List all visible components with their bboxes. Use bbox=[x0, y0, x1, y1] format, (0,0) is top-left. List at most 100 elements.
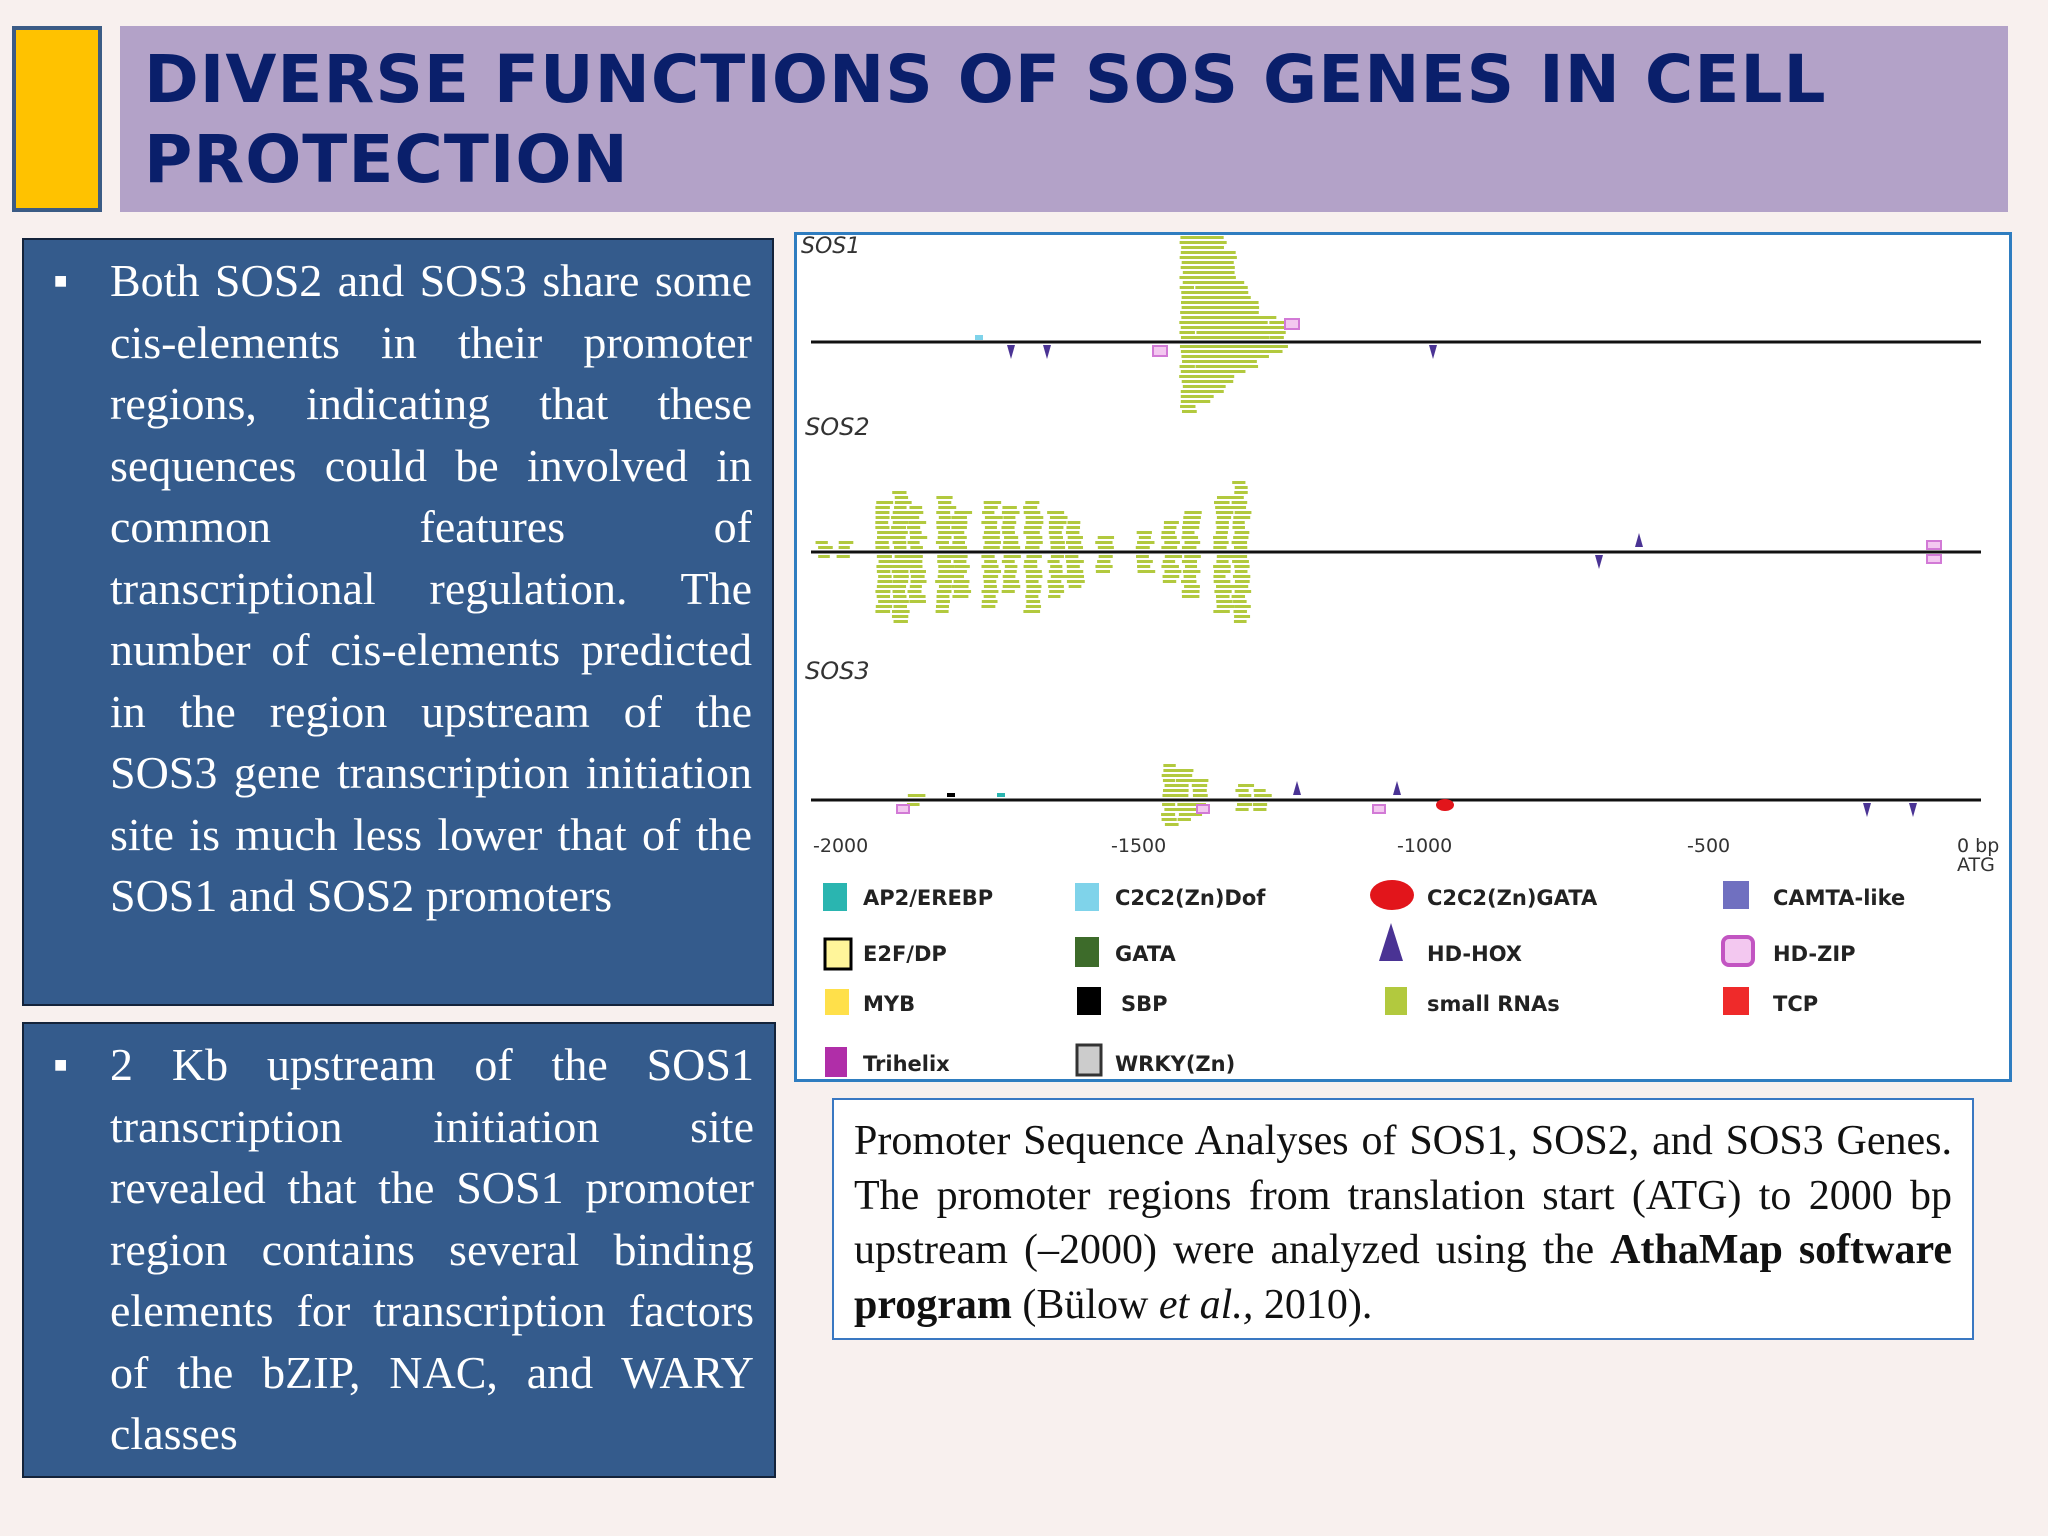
cis-element-mark bbox=[1234, 486, 1248, 489]
cis-element-mark bbox=[938, 565, 955, 568]
cis-element-mark bbox=[936, 496, 953, 499]
cis-element-mark bbox=[878, 575, 892, 578]
cis-element-mark bbox=[1218, 316, 1235, 319]
cis-element-mark bbox=[875, 511, 890, 514]
legend-swatch-camta bbox=[1723, 881, 1749, 909]
cis-element-mark bbox=[1164, 541, 1180, 544]
cis-element-mark bbox=[954, 565, 970, 568]
cis-element-mark bbox=[1175, 769, 1194, 772]
cis-element-mark bbox=[1238, 784, 1255, 787]
cis-element-mark bbox=[818, 546, 833, 549]
cis-element-mark bbox=[1232, 316, 1251, 319]
cis-element-mark bbox=[1049, 516, 1068, 519]
legend-swatch-trihelix bbox=[825, 1047, 847, 1077]
cis-element-mark bbox=[1195, 365, 1211, 368]
cis-element-mark bbox=[1213, 536, 1228, 539]
cis-element-mark bbox=[1233, 516, 1251, 519]
cis-element-mark bbox=[1179, 331, 1195, 334]
cis-element-mark bbox=[1233, 620, 1247, 623]
cis-element-mark bbox=[875, 506, 890, 509]
cis-element-mark bbox=[936, 600, 950, 603]
cis-element-mark bbox=[894, 501, 912, 504]
cis-element-mark bbox=[1137, 570, 1156, 573]
cis-element-mark bbox=[983, 595, 996, 598]
cis-element-mark bbox=[838, 546, 850, 549]
cis-element-mark bbox=[981, 565, 999, 568]
cis-element-mark bbox=[1206, 256, 1222, 259]
cis-element-mark bbox=[953, 536, 967, 539]
cis-element-mark bbox=[1232, 521, 1245, 524]
cis-element-mark bbox=[1208, 241, 1227, 244]
cis-element-mark bbox=[1026, 585, 1042, 588]
cis-element-mark bbox=[1182, 360, 1200, 363]
cis-element-mark bbox=[1194, 276, 1215, 279]
cis-element-mark bbox=[1162, 779, 1175, 782]
cis-element-mark bbox=[1207, 345, 1223, 348]
cis-element-mark bbox=[1179, 365, 1195, 368]
cis-element-mark bbox=[1180, 251, 1197, 254]
cis-element-mark bbox=[1194, 385, 1214, 388]
legend-swatch-c2c2gata bbox=[1370, 880, 1414, 910]
cis-element-mark bbox=[1232, 575, 1251, 578]
hd-zip-mark bbox=[1926, 554, 1942, 564]
cis-element-mark bbox=[1255, 350, 1275, 353]
cis-element-mark bbox=[1242, 350, 1258, 353]
legend-swatch-smallrnas bbox=[1385, 987, 1407, 1015]
cis-element-mark bbox=[1234, 511, 1252, 514]
cis-element-mark bbox=[907, 541, 920, 544]
cis-element-mark bbox=[1193, 345, 1210, 348]
cis-element-mark bbox=[1196, 355, 1211, 358]
cis-element-mark bbox=[893, 575, 909, 578]
cis-element-mark bbox=[891, 536, 906, 539]
cis-element-mark bbox=[982, 536, 1000, 539]
cis-element-mark bbox=[1215, 595, 1230, 598]
cis-element-mark bbox=[891, 615, 909, 618]
c2c2-gata-mark bbox=[1436, 799, 1454, 811]
cis-element-mark bbox=[1135, 555, 1149, 558]
cis-element-mark bbox=[1162, 580, 1177, 583]
cis-element-mark bbox=[1232, 296, 1251, 299]
cis-element-mark bbox=[952, 541, 965, 544]
cis-element-mark bbox=[938, 585, 952, 588]
cis-element-mark bbox=[1231, 555, 1248, 558]
cis-element-mark bbox=[1229, 321, 1248, 324]
cis-element-mark bbox=[1243, 345, 1262, 348]
cis-element-mark bbox=[1026, 590, 1041, 593]
cis-element-mark bbox=[1161, 774, 1179, 777]
cis-element-mark bbox=[1184, 565, 1198, 568]
cis-element-mark bbox=[937, 536, 952, 539]
cis-element-mark bbox=[1233, 610, 1247, 613]
cis-element-mark bbox=[1229, 301, 1246, 304]
cis-element-mark bbox=[1206, 360, 1221, 363]
cis-element-mark bbox=[1066, 570, 1084, 573]
cis-element-mark bbox=[1229, 281, 1245, 284]
cis-element-mark bbox=[1025, 605, 1042, 608]
cis-element-mark bbox=[1243, 301, 1259, 304]
cis-element-mark bbox=[909, 531, 922, 534]
cis-element-mark bbox=[1195, 321, 1214, 324]
cis-element-mark bbox=[1193, 380, 1212, 383]
cis-element-mark bbox=[909, 536, 928, 539]
cis-element-mark bbox=[938, 506, 957, 509]
cis-element-mark bbox=[984, 526, 997, 529]
cis-element-mark bbox=[981, 590, 999, 593]
cis-element-mark bbox=[1065, 531, 1080, 534]
cis-element-mark bbox=[1177, 774, 1193, 777]
cis-element-mark bbox=[878, 600, 895, 603]
axis-tick-atg: ATG bbox=[1957, 854, 1995, 876]
cis-element-mark bbox=[1241, 336, 1258, 339]
cis-element-mark bbox=[1253, 336, 1270, 339]
accent-box bbox=[12, 26, 102, 212]
cis-element-mark bbox=[1193, 266, 1213, 269]
cis-element-mark bbox=[1231, 595, 1246, 598]
cis-element-mark bbox=[876, 595, 891, 598]
cis-element-mark bbox=[1181, 261, 1198, 264]
cis-element-mark bbox=[1217, 365, 1236, 368]
cis-element-mark bbox=[1181, 316, 1198, 319]
cis-element-mark bbox=[892, 521, 909, 524]
cis-element-mark bbox=[935, 541, 949, 544]
cis-element-mark bbox=[1048, 526, 1064, 529]
cis-element-mark bbox=[938, 546, 957, 549]
cis-element-mark bbox=[1135, 546, 1150, 549]
cis-element-mark bbox=[1163, 521, 1179, 524]
